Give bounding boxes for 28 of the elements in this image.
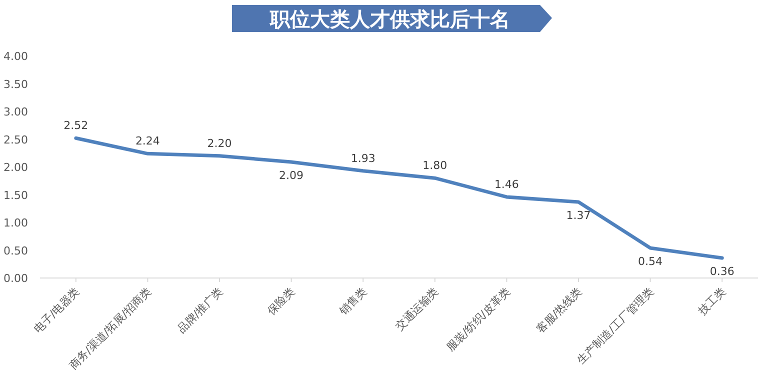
y-tick-label: 4.00 <box>4 50 28 63</box>
data-label: 0.36 <box>710 265 734 278</box>
y-tick-label: 0.50 <box>4 244 28 258</box>
y-tick-label: 1.00 <box>4 216 28 230</box>
y-tick-label: 1.50 <box>4 188 28 202</box>
y-tick-label: 0.00 <box>4 272 28 285</box>
data-label: 1.46 <box>494 178 519 191</box>
x-tick-label: 客服/热线类 <box>534 284 585 336</box>
data-label: 2.20 <box>207 136 232 150</box>
y-tick-label: 2.00 <box>4 161 28 174</box>
x-tick-label: 销售类 <box>336 284 370 318</box>
chart-title: 职位大类人才供求比后十名 <box>269 7 510 31</box>
x-tick-label: 服装/纺织/皮革类 <box>444 284 513 354</box>
y-tick-label: 3.50 <box>4 78 28 91</box>
data-label: 0.54 <box>638 255 663 268</box>
data-label: 1.37 <box>566 208 591 222</box>
y-tick-label: 2.50 <box>4 133 28 146</box>
data-label: 2.09 <box>279 169 304 182</box>
data-label: 1.80 <box>422 159 448 172</box>
x-tick-label: 电子/电器类 <box>31 284 82 336</box>
data-label: 2.24 <box>135 134 160 148</box>
y-tick-label: 3.00 <box>4 106 28 118</box>
x-tick-label: 技工类 <box>694 284 728 318</box>
x-tick-label: 品牌/推广类 <box>174 284 226 336</box>
x-tick-label: 保险类 <box>264 284 298 318</box>
data-label: 1.93 <box>350 152 376 165</box>
x-tick-label: 交通运输类 <box>392 284 442 334</box>
data-label: 2.52 <box>64 119 88 132</box>
